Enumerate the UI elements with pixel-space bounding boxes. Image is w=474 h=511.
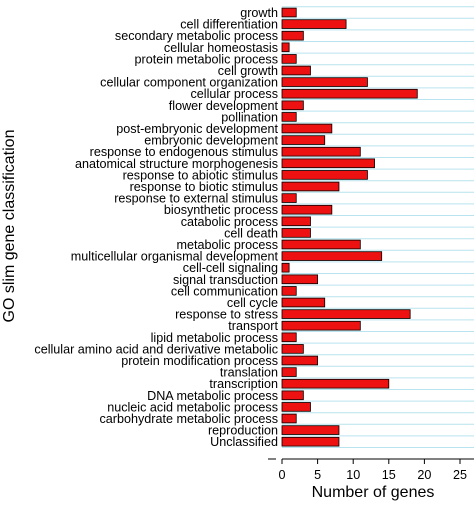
bar xyxy=(281,170,368,180)
bar xyxy=(281,262,290,273)
x-tick-label: 0 xyxy=(278,468,285,482)
bar xyxy=(281,181,340,192)
bar xyxy=(281,286,297,296)
bar xyxy=(281,30,304,41)
bar xyxy=(281,88,418,99)
bar xyxy=(281,146,361,157)
category-label: transcription xyxy=(209,377,278,391)
bar xyxy=(281,216,311,227)
bar xyxy=(281,425,340,435)
bar xyxy=(281,413,297,424)
bar xyxy=(281,65,311,76)
bar xyxy=(281,7,297,18)
category-label: post-embryonic development xyxy=(116,122,278,136)
category-label: lipid metabolic process xyxy=(151,331,278,345)
category-label: cell death xyxy=(224,226,278,240)
y-axis-title: GO slim gene classification xyxy=(1,130,18,323)
bar xyxy=(281,297,326,308)
category-label: protein metabolic process xyxy=(135,52,279,66)
bar xyxy=(281,77,368,87)
bar xyxy=(281,42,290,53)
category-label: response to endogenous stimulus xyxy=(90,145,278,159)
category-label: embryonic development xyxy=(144,134,278,148)
bar xyxy=(281,309,411,319)
bar xyxy=(281,100,304,111)
bar xyxy=(281,228,311,238)
bar xyxy=(281,112,297,122)
bar xyxy=(281,251,383,261)
category-label: reproduction xyxy=(208,424,278,438)
bar xyxy=(281,158,375,169)
x-tick-label: 10 xyxy=(346,468,360,482)
category-label: response to abiotic stimulus xyxy=(123,168,278,182)
category-label: catabolic process xyxy=(181,215,278,229)
bar xyxy=(281,19,347,29)
bar xyxy=(281,135,326,145)
category-label: biosynthetic process xyxy=(164,203,278,217)
category-label: DNA metabolic process xyxy=(147,389,278,403)
category-label: response to stress xyxy=(175,308,278,322)
x-axis: 0 5 10 15 20 25 xyxy=(268,458,474,482)
category-label: cell cycle xyxy=(227,296,278,310)
bar xyxy=(281,54,297,64)
bar xyxy=(281,332,297,343)
category-label: response to external stimulus xyxy=(114,192,278,206)
category-label: cell-cell signaling xyxy=(183,261,278,275)
category-label: response to biotic stimulus xyxy=(130,180,278,194)
category-label: transport xyxy=(228,319,278,333)
x-tick-label: 25 xyxy=(453,468,467,482)
category-label: nucleic acid metabolic process xyxy=(107,400,278,414)
bar xyxy=(281,344,304,354)
bar xyxy=(281,320,361,331)
bar xyxy=(281,204,333,215)
bar xyxy=(281,378,390,389)
category-label: cellular process xyxy=(191,87,279,101)
gridlines xyxy=(282,6,474,448)
category-label: carbohydrate metabolic process xyxy=(99,412,278,426)
category-label: cellular homeostasis xyxy=(164,41,278,55)
category-label: translation xyxy=(220,366,278,380)
bar xyxy=(281,123,333,134)
category-label: multicellular organismal development xyxy=(71,250,279,264)
x-tick-label: 15 xyxy=(382,468,396,482)
category-label: protein modification process xyxy=(121,354,278,368)
bar xyxy=(281,355,318,366)
bar xyxy=(281,390,304,401)
bar xyxy=(281,436,340,447)
category-label: cell differentiation xyxy=(180,18,278,32)
bar xyxy=(281,402,311,412)
bar xyxy=(281,367,297,377)
category-label: cellular component organization xyxy=(100,76,278,90)
category-label: cell communication xyxy=(171,284,278,298)
category-label: metabolic process xyxy=(177,238,279,252)
category-label: flower development xyxy=(169,99,279,113)
category-label: signal transduction xyxy=(173,273,278,287)
category-label: Unclassified xyxy=(210,435,278,449)
x-tick-label: 20 xyxy=(417,468,431,482)
category-label: cellular amino acid and derivative metab… xyxy=(34,342,278,356)
bars xyxy=(281,7,418,447)
x-axis-title: Number of genes xyxy=(312,484,435,501)
category-label: growth xyxy=(240,6,278,20)
bar xyxy=(281,239,361,250)
x-tick-label: 5 xyxy=(314,468,321,482)
category-label: secondary metabolic process xyxy=(115,29,278,43)
bar xyxy=(281,193,297,203)
category-label: cell growth xyxy=(218,64,278,78)
category-label: pollination xyxy=(221,110,278,124)
category-label: anatomical structure morphogenesis xyxy=(75,157,278,171)
bar xyxy=(281,274,318,285)
